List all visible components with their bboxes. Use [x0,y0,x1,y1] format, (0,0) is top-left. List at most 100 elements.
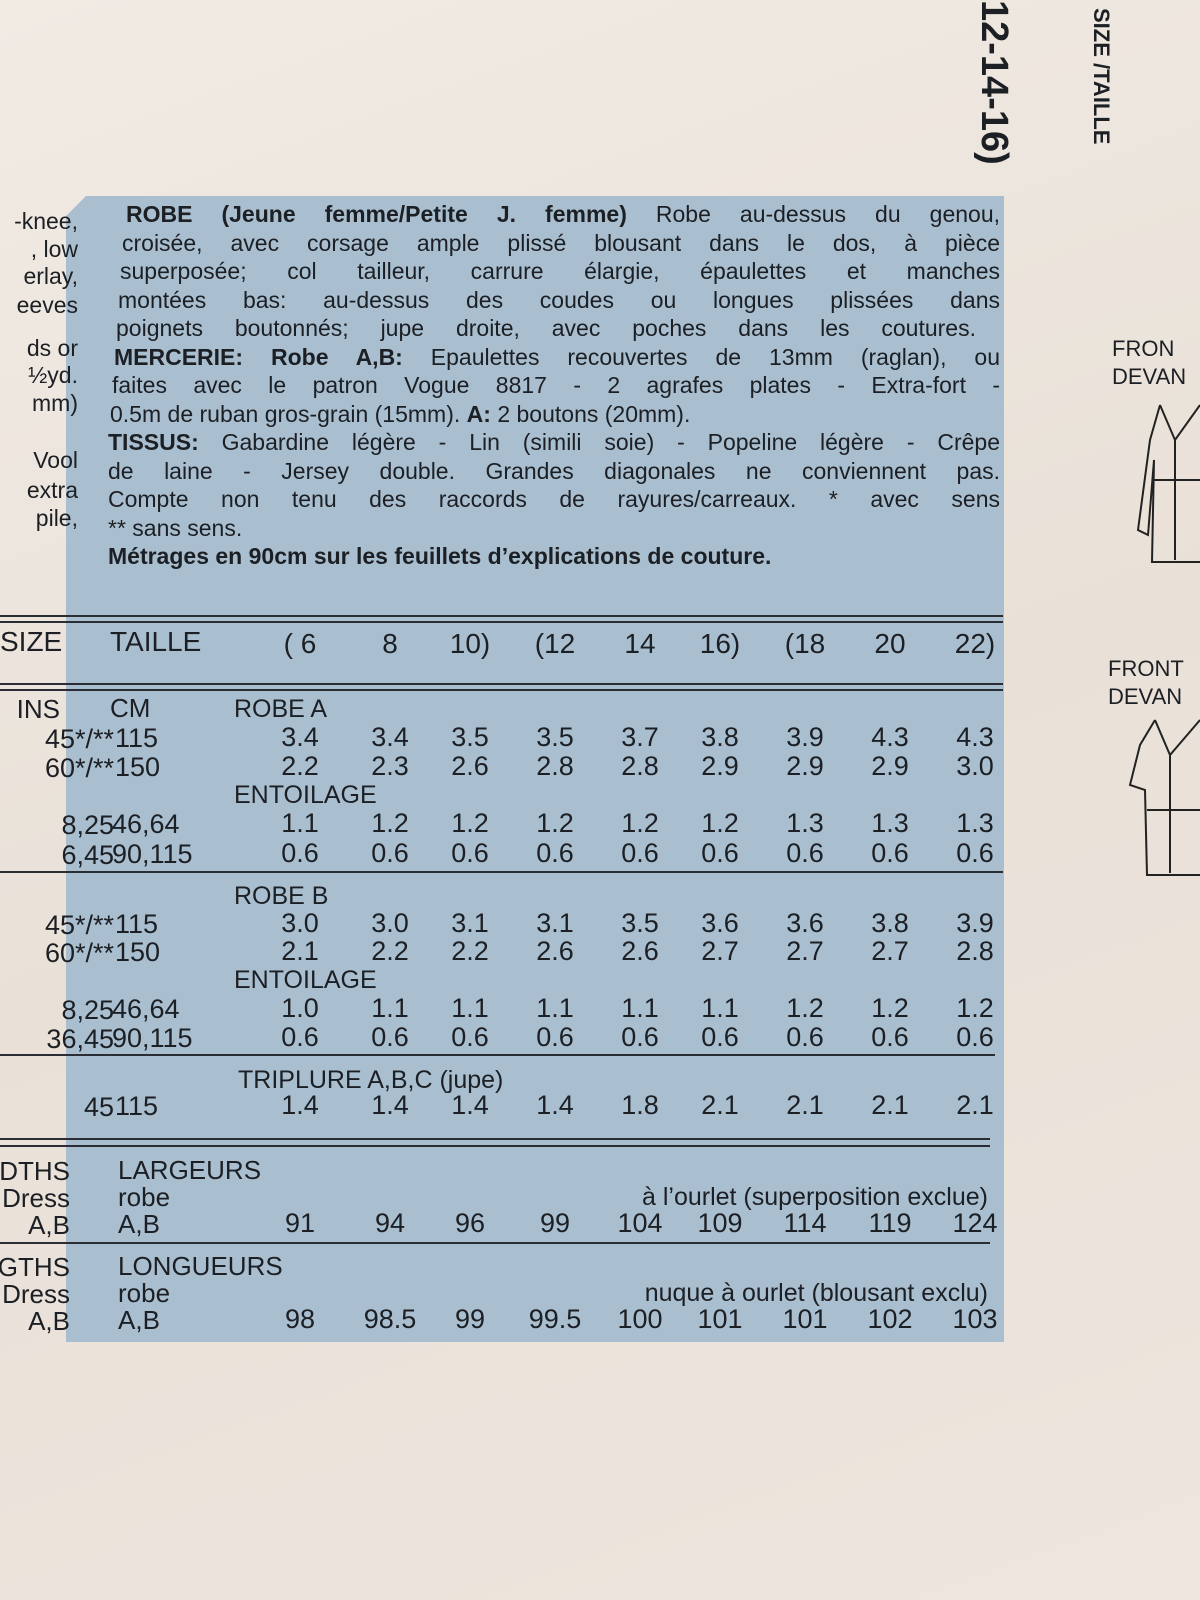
longueurs-note: nuque à ourlet (blousant exclu) [644,1279,988,1307]
longueurs-left-label: A,B [28,1306,70,1336]
yardage-value: 2.7 [786,936,824,966]
section-label: ENTOILAGE [234,781,377,809]
yardage-value: 4.3 [871,722,909,752]
yardage-value: 2.7 [701,936,739,966]
left-cut-line: pile, [35,505,78,531]
largeurs-value: 109 [697,1208,743,1238]
yardage-value: 0.6 [871,1022,909,1052]
longueurs-ab: A,B [118,1305,160,1335]
largeurs-value: 99 [539,1208,571,1238]
yardage-value: 2.2 [451,936,489,966]
yardage-value: 1.0 [281,993,319,1023]
yardage-value: 0.6 [371,838,409,868]
table-rule [0,683,1003,685]
longueurs-sub: robe [118,1278,171,1308]
left-cut-line: -knee, [14,208,78,234]
longueurs-value: 98.5 [363,1304,417,1334]
left-cut-line: ½yd. [28,362,78,388]
yardage-value: 3.7 [621,722,659,752]
yardage-value: 3.8 [871,908,909,938]
largeurs-value: 96 [454,1208,486,1238]
longueurs-left-label: Dress [2,1279,70,1309]
cm-width: 115 [115,1091,159,1121]
description-line: poignets boutonnés; jupe droite, avec po… [116,315,976,341]
yardage-value: 1.2 [371,808,409,838]
yardage-value: 4.3 [956,722,994,752]
yardage-value: 0.6 [956,838,994,868]
size-column-header: 22) [954,628,996,659]
yardage-value: 0.6 [281,1022,319,1052]
yardage-value: 1.1 [701,993,739,1023]
yardage-value: 1.1 [451,993,489,1023]
metrages-note: Métrages en 90cm sur les feuillets d’exp… [108,543,772,569]
description-line: croisée, avec corsage ample plissé blous… [122,229,1000,256]
table-rule [0,615,1003,617]
size-column-header: 20 [874,628,906,659]
yardage-value: 1.2 [786,993,824,1023]
section-label: ROBE A [234,695,328,723]
inches-width: 8,25 [61,810,114,840]
largeurs-sub: robe [118,1182,171,1212]
yardage-value: 3.4 [371,722,409,752]
yardage-value: 2.9 [871,751,909,781]
yardage-value: 0.6 [371,1022,409,1052]
largeurs-value: 104 [617,1208,663,1238]
description-line: Robe au-dessus du genou, [626,201,1001,227]
inches-width: 60*/** [44,938,114,968]
yardage-value: 3.6 [701,908,739,938]
yardage-value: 1.4 [281,1090,319,1120]
yardage-value: 2.6 [621,936,659,966]
yardage-value: 3.1 [451,908,489,938]
largeurs-value: 94 [374,1208,406,1238]
left-cut-line: erlay, [23,263,78,289]
table-rule [0,1145,990,1147]
yardage-value: 0.6 [701,838,739,868]
left-cut-line: eeves [16,292,78,318]
yardage-value: 3.0 [956,751,994,781]
yardage-value: 0.6 [451,1022,489,1052]
yardage-value: 1.1 [536,993,574,1023]
yardage-value: 1.3 [871,808,909,838]
yardage-value: 3.5 [451,722,489,752]
largeurs-left-label: Dress [2,1183,70,1213]
inches-width: 45*/** [44,724,114,754]
mercerie-label: MERCERIE: Robe A,B: [114,343,403,370]
description-line: faites avec le patron Vogue 8817 - 2 agr… [112,372,1000,398]
yardage-value: 2.2 [281,751,319,781]
taille-header: TAILLE [110,626,202,657]
description-line: Epaulettes recouvertes de 13mm (raglan),… [402,343,1000,370]
yardage-value: 0.6 [701,1022,739,1052]
section-label: TRIPLURE A,B,C (jupe) [238,1066,504,1094]
largeurs-value: 119 [868,1208,912,1238]
yardage-value: 0.6 [621,838,659,868]
yardage-value: 2.6 [536,936,574,966]
yardage-value: 3.5 [621,908,659,938]
yardage-value: 1.4 [536,1090,574,1120]
longueurs-value: 101 [697,1304,743,1334]
yardage-value: 2.8 [956,936,994,966]
yardage-value: 0.6 [281,838,319,868]
yardage-value: 0.6 [451,838,489,868]
longueurs-value: 103 [952,1304,998,1334]
size-column-header: 14 [624,628,656,659]
table-rule [0,1242,990,1244]
yardage-value: 1.2 [621,808,659,838]
description-line: 2 boutons (20mm). [490,400,691,427]
yardage-value: 1.2 [956,993,994,1023]
yardage-value: 1.2 [536,808,574,838]
cm-width: 150 [115,752,161,782]
description-line: superposée; col tailleur, carrure élargi… [120,258,1000,284]
longueurs-value: 100 [617,1304,663,1334]
yardage-value: 0.6 [536,1022,574,1052]
longueurs-label: LONGUEURS [118,1251,283,1281]
inches-width: 45 [83,1092,114,1122]
devant-label: DEVAN [1108,684,1183,709]
yardage-value: 2.8 [621,751,659,781]
yardage-value: 1.1 [281,808,319,838]
longueurs-value: 98 [284,1304,316,1334]
left-cut-line: Vool [33,447,78,473]
view-a-label: A: [466,400,491,427]
yardage-value: 2.9 [786,751,824,781]
yardage-value: 3.1 [536,908,574,938]
yardage-value: 3.9 [786,722,824,752]
